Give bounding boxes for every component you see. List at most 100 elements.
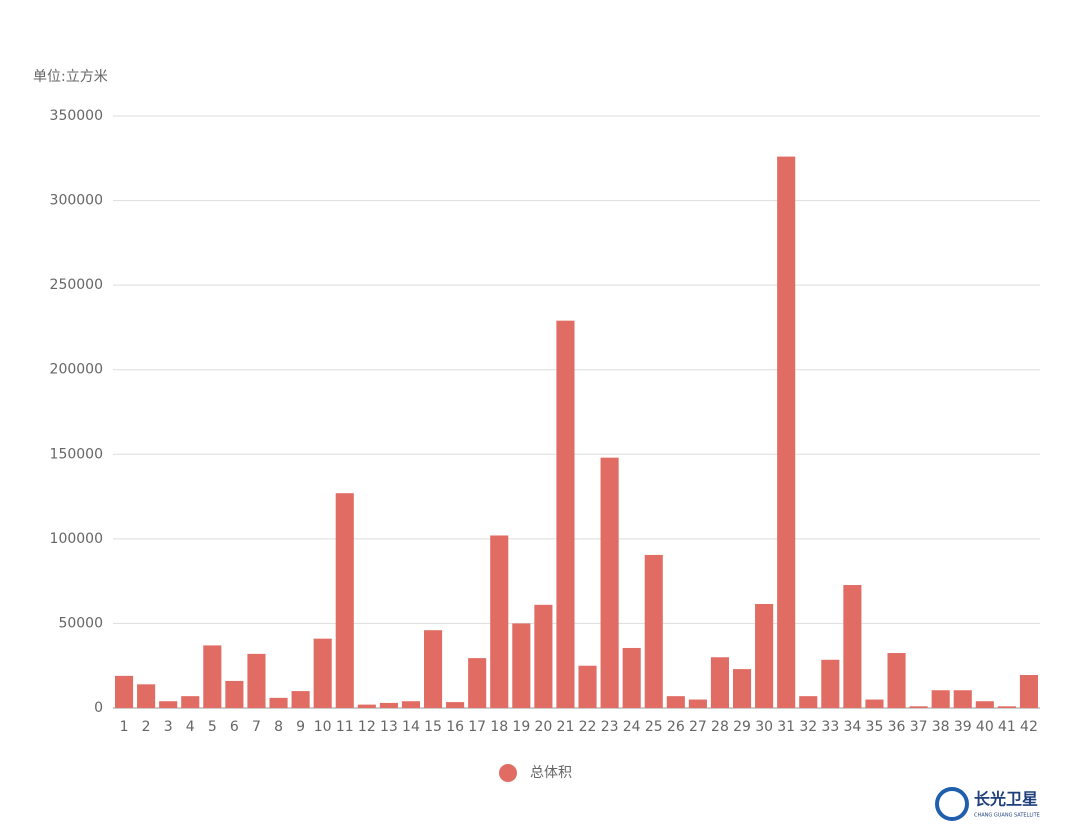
unit-label: 单位:立方米: [33, 69, 108, 85]
x-tick-label: 39: [954, 719, 972, 735]
x-tick-label: 38: [932, 719, 950, 735]
bar: [556, 320, 575, 708]
x-tick-label: 3: [164, 719, 173, 735]
bar: [997, 706, 1016, 708]
logo: 长光卫星 CHANG GUANG SATELLITE: [935, 787, 1040, 821]
bar: [755, 603, 774, 708]
logo-subtitle: CHANG GUANG SATELLITE: [974, 813, 1040, 819]
x-tick-label: 11: [336, 719, 354, 735]
x-tick-label: 42: [1020, 719, 1038, 735]
y-tick-label: 250000: [50, 277, 103, 293]
x-tick-label: 33: [821, 719, 839, 735]
bar: [313, 638, 332, 708]
y-tick-label: 150000: [50, 446, 103, 462]
x-tick-label: 2: [142, 719, 151, 735]
x-tick-label: 30: [755, 719, 773, 735]
bar: [865, 699, 884, 708]
x-tick-label: 18: [490, 719, 508, 735]
bar: [401, 701, 421, 708]
x-tick-label: 8: [274, 719, 283, 735]
bar: [114, 675, 134, 708]
bar: [710, 657, 730, 708]
bar: [1019, 675, 1039, 708]
x-tick-label: 6: [230, 719, 239, 735]
x-tick-label: 9: [296, 719, 305, 735]
x-tick-label: 41: [998, 719, 1016, 735]
y-tick-label: 50000: [58, 615, 103, 631]
bar: [291, 691, 310, 708]
x-tick-label: 25: [645, 719, 663, 735]
bar: [181, 696, 200, 708]
bar: [335, 493, 354, 708]
x-tick-label: 32: [799, 719, 817, 735]
x-tick-label: 31: [777, 719, 795, 735]
x-tick-label: 5: [208, 719, 217, 735]
bar: [644, 554, 663, 708]
x-tick-label: 4: [186, 719, 195, 735]
y-tick-label: 0: [94, 700, 103, 716]
bar: [512, 623, 531, 708]
logo-text: 长光卫星: [974, 790, 1038, 809]
bar: [137, 684, 156, 708]
bar: [578, 665, 597, 708]
bar: [225, 680, 244, 708]
x-tick-label: 28: [711, 719, 729, 735]
bar: [600, 457, 619, 708]
x-tick-label: 20: [534, 719, 552, 735]
x-tick-label: 22: [579, 719, 597, 735]
x-tick-label: 19: [512, 719, 530, 735]
x-tick-label: 1: [120, 719, 129, 735]
bar: [468, 658, 487, 708]
x-tick-label: 13: [380, 719, 398, 735]
y-tick-label: 200000: [50, 362, 103, 378]
x-tick-label: 27: [689, 719, 707, 735]
bar: [688, 699, 707, 708]
bar: [666, 696, 685, 708]
legend-label: 总体积: [530, 765, 572, 781]
x-tick-label: 12: [358, 719, 376, 735]
x-tick-label: 29: [733, 719, 751, 735]
x-tick-label: 15: [424, 719, 442, 735]
bar: [269, 697, 288, 708]
bar: [732, 669, 752, 708]
bar: [159, 701, 178, 708]
x-tick-label: 37: [910, 719, 928, 735]
x-tick-label: 16: [446, 719, 464, 735]
bar: [423, 630, 443, 708]
bar: [777, 156, 796, 708]
x-tick-label: 36: [888, 719, 906, 735]
x-tick-label: 35: [866, 719, 884, 735]
bar: [379, 702, 398, 708]
x-tick-label: 10: [314, 719, 332, 735]
logo-icon: [935, 787, 969, 821]
x-tick-label: 21: [557, 719, 575, 735]
bar: [821, 659, 840, 708]
legend-marker: [499, 764, 517, 782]
bar: [843, 585, 862, 708]
x-tick-label: 24: [623, 719, 641, 735]
bar: [247, 653, 266, 708]
bar: [490, 535, 509, 708]
bar: [534, 604, 553, 708]
x-tick-label: 14: [402, 719, 420, 735]
x-tick-label: 34: [843, 719, 861, 735]
y-tick-label: 100000: [50, 531, 103, 547]
bar: [622, 647, 641, 708]
x-tick-label: 7: [252, 719, 261, 735]
bar: [203, 645, 222, 708]
bar: [357, 704, 376, 708]
bar: [799, 696, 818, 708]
bar: [953, 690, 972, 708]
bar: [887, 653, 906, 708]
bar: [931, 690, 950, 708]
bar: [975, 701, 994, 708]
x-tick-label: 26: [667, 719, 685, 735]
x-tick-label: 23: [601, 719, 619, 735]
x-tick-label: 17: [468, 719, 486, 735]
bar: [446, 702, 465, 708]
x-tick-label: 40: [976, 719, 994, 735]
bar: [909, 706, 928, 708]
y-tick-label: 300000: [50, 193, 103, 209]
y-tick-label: 350000: [50, 108, 103, 124]
